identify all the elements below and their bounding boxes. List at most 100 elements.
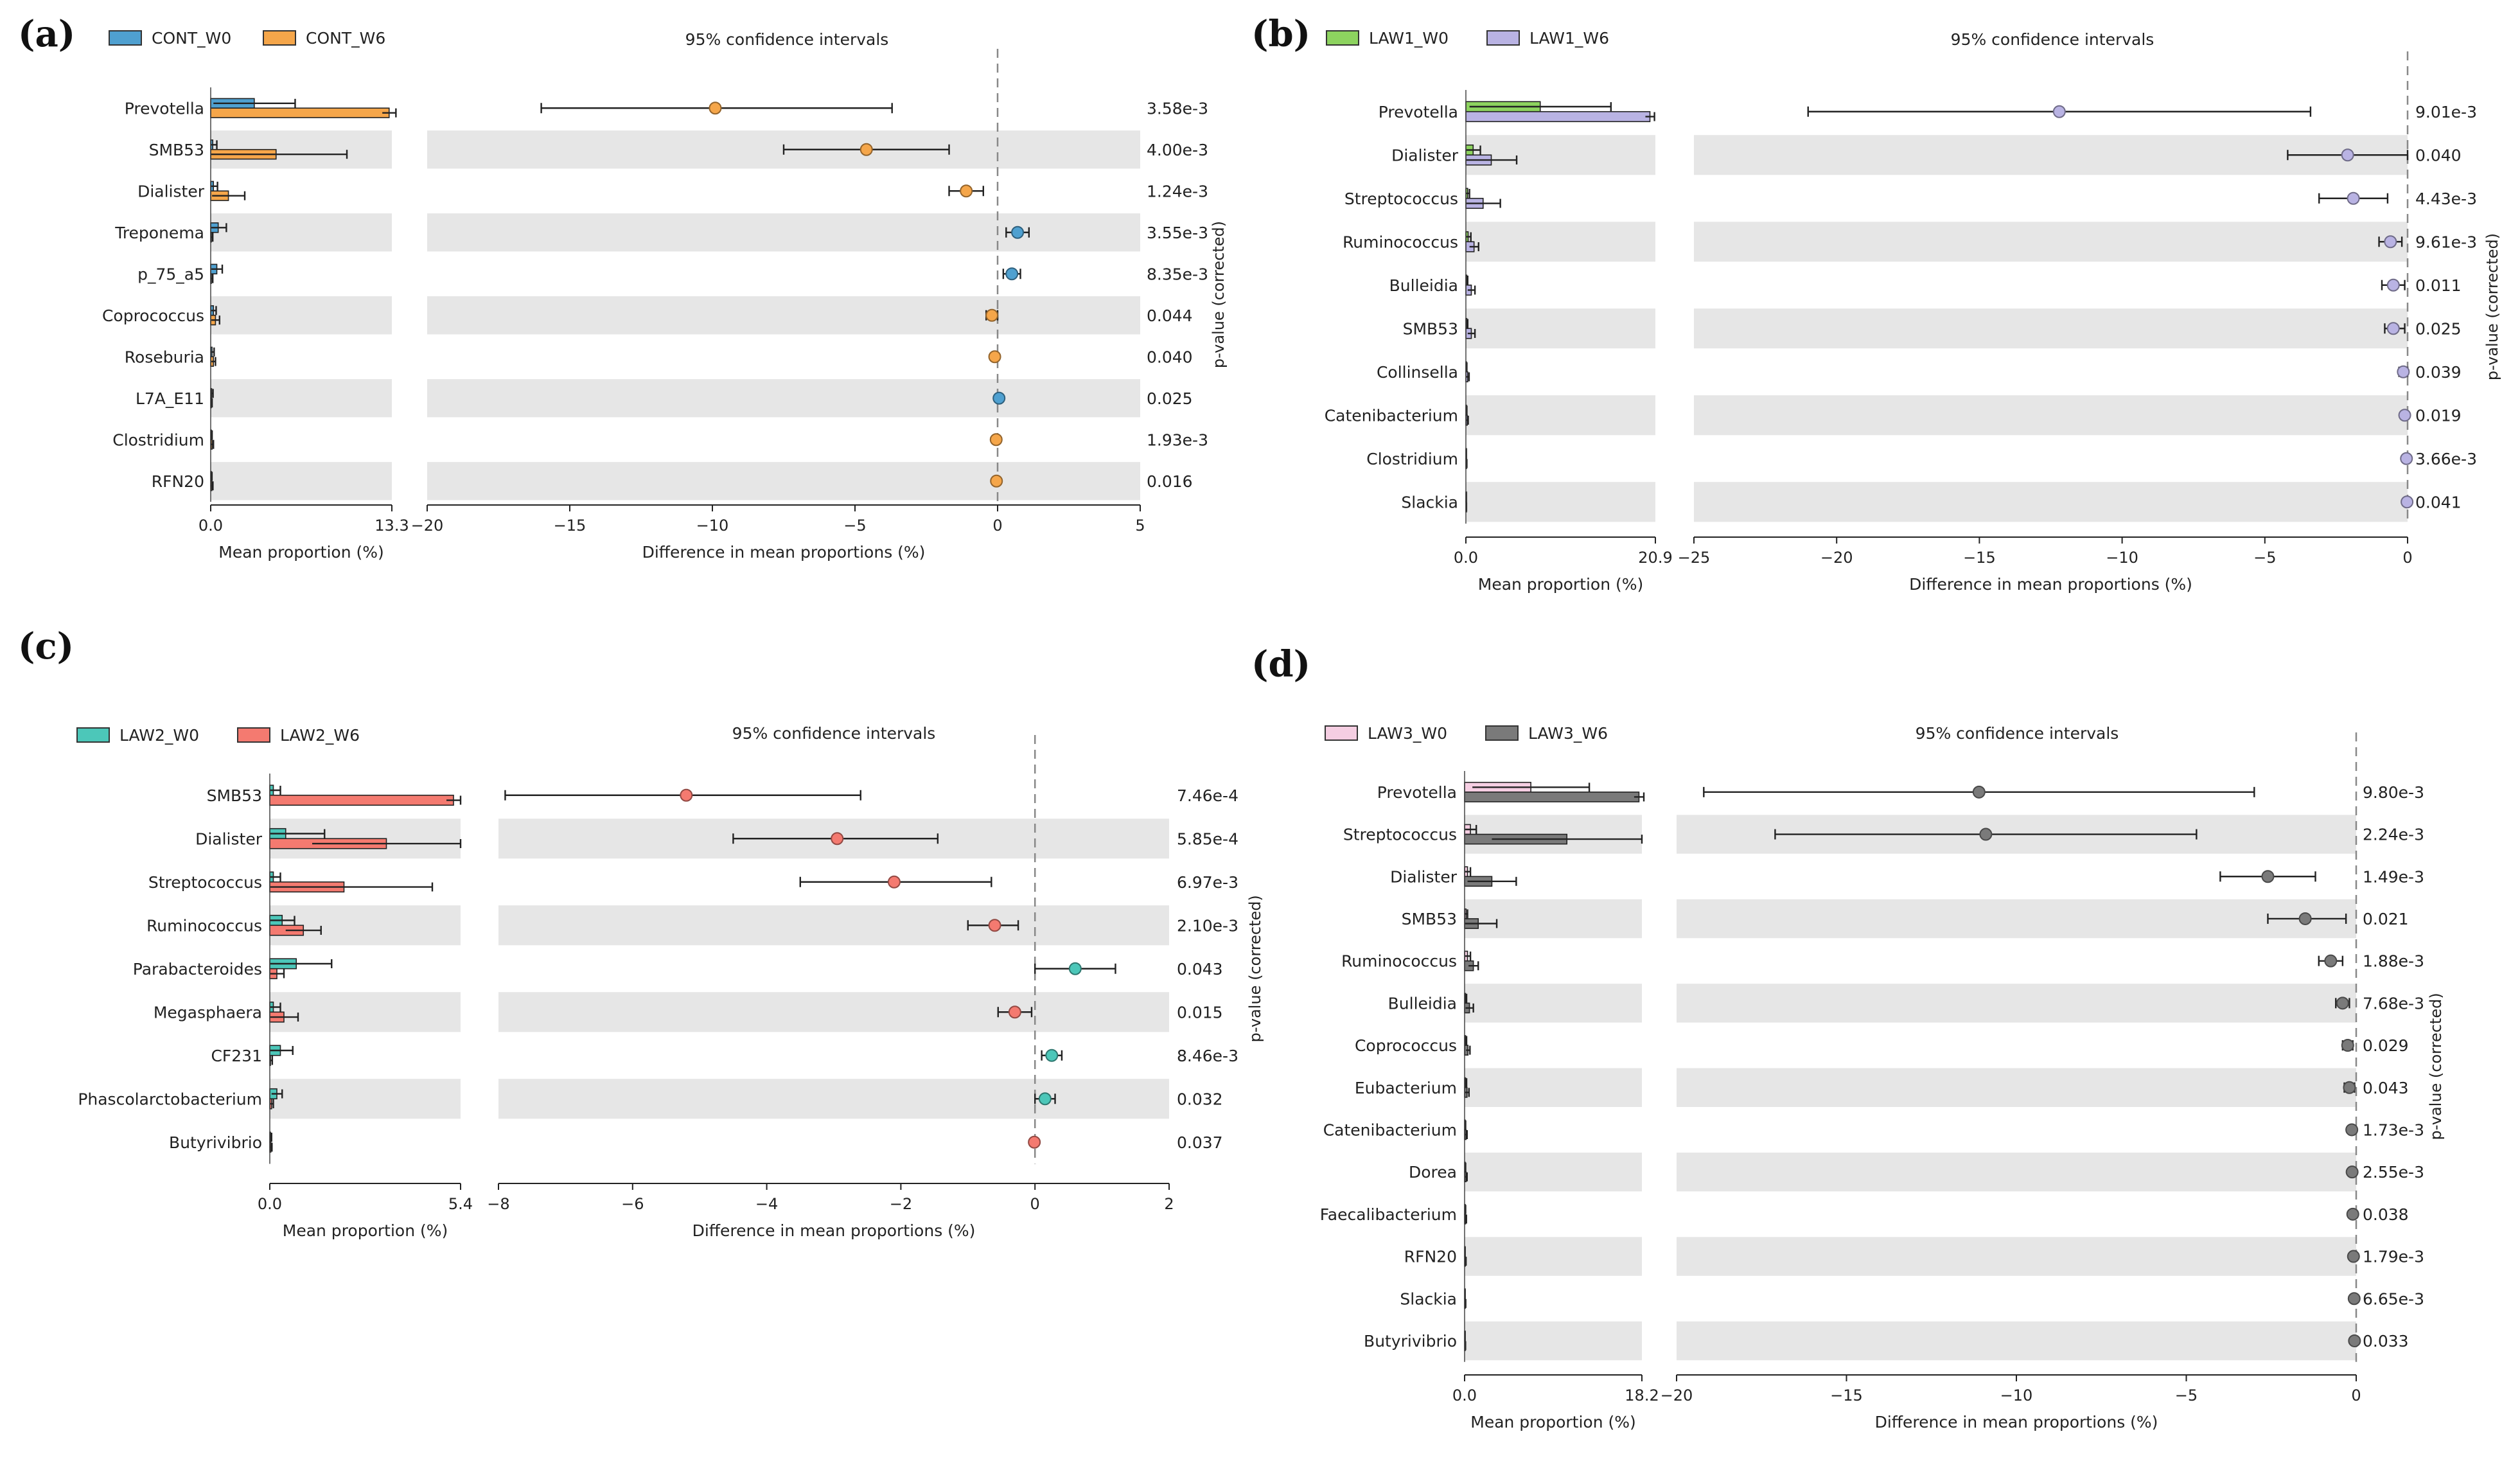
legend-swatch-CONT_W6 [263,30,296,46]
diff-point [859,143,873,156]
diff-point [709,102,722,115]
category-label: Faecalibacterium [1320,1205,1457,1224]
diff-point [680,788,693,802]
diff-tick-label: −5 [2253,549,2276,567]
category-label: SMB53 [1403,319,1458,338]
pvalue: 1.88e-3 [2363,952,2424,971]
row-band-left [1466,135,1655,175]
category-label: Slackia [1401,493,1458,511]
row-band-right [1694,482,2408,522]
pvalue: 0.015 [1177,1003,1223,1022]
pvalue: 2.10e-3 [1177,916,1238,935]
category-label: Dialister [137,182,205,200]
diff-tick-label: −20 [1661,1386,1693,1404]
category-label: p_75_a5 [137,265,204,283]
pvalue: 4.00e-3 [1147,141,1208,159]
diff-tick-label: −10 [696,517,729,535]
panel-letter: (b) [1251,13,1310,55]
mean-tick-label: 20.9 [1638,549,1672,567]
mean-axis-label: Mean proportion (%) [1470,1413,1636,1431]
pvalue: 0.011 [2415,276,2462,295]
category-label: RFN20 [1404,1248,1457,1266]
row-band-left [211,296,392,335]
diff-point [988,919,1001,932]
row-band-right [498,992,1169,1032]
diff-point [1005,267,1019,281]
diff-point [2336,996,2349,1010]
diff-tick-label: −20 [411,517,444,535]
diff-tick-label: −8 [487,1195,509,1213]
row-band-left [1466,395,1655,436]
diff-point [960,184,973,198]
pvalue: 1.79e-3 [2363,1248,2424,1266]
ci-title: 95% confidence intervals [685,30,889,49]
row-band-left [1465,1237,1642,1276]
mean-axis-label: Mean proportion (%) [283,1221,448,1240]
row-band-right [1677,984,2356,1023]
diff-tick-label: −15 [1830,1386,1863,1404]
pvalue: 3.55e-3 [1147,224,1208,242]
diff-axis-label: Difference in mean proportions (%) [642,543,926,562]
row-band-left [270,1079,461,1119]
pvalue: 6.65e-3 [2363,1289,2424,1308]
pvalue-axis-label: p-value (corrected) [1210,221,1228,368]
panel-letter: (a) [18,13,75,55]
category-label: Catenibacterium [1325,406,1458,425]
panel-letter: (d) [1251,643,1310,686]
diff-point [2347,1292,2361,1306]
category-label: Phascolarctobacterium [78,1090,262,1108]
pvalue: 3.66e-3 [2415,450,2477,468]
category-label: Streptococcus [148,873,262,892]
category-label: Clostridium [112,430,204,449]
diff-point [2347,191,2360,205]
diff-point [1038,1092,1052,1106]
diff-point [2386,322,2400,335]
category-label: Roseburia [125,348,204,366]
pvalue: 0.041 [2415,493,2462,511]
diff-point [1979,828,1993,841]
category-label: Streptococcus [1344,190,1458,208]
panel-a: (a) CONT_W0 CONT_W6 95% confidence interval… [18,13,1228,562]
category-label: CF231 [211,1047,262,1065]
pvalue: 0.043 [1177,960,1223,978]
mean-tick-label: 0.0 [198,517,223,535]
panel-b: (b) LAW1_W0 LAW1_W6 95% confidence interval… [1251,13,2501,594]
pvalue: 3.58e-3 [1147,99,1208,118]
diff-tick-label: −4 [755,1195,778,1213]
pvalue: 0.038 [2363,1205,2409,1224]
bar-CONT_W6 [210,107,390,118]
diff-point [2346,1207,2359,1221]
category-label: Collinsella [1377,363,1458,382]
pvalue: 7.68e-3 [2363,994,2424,1013]
pvalue: 0.040 [2415,146,2462,164]
pvalue: 2.55e-3 [2363,1163,2424,1182]
diff-tick-label: −10 [2106,549,2138,567]
legend-swatch-LAW2_W0 [76,727,110,743]
legend-swatch-LAW3_W0 [1325,725,1358,741]
legend-swatch-LAW2_W6 [237,727,270,743]
diff-point [2343,1081,2356,1094]
category-label: Ruminococcus [146,916,262,935]
diff-point [2398,409,2411,422]
diff-point [1972,785,1986,799]
row-band-right [1694,308,2408,349]
category-label: Prevotella [1377,783,1457,802]
legend-swatch-LAW1_W6 [1486,30,1520,46]
row-band-left [270,992,461,1032]
category-label: Dialister [195,829,263,848]
category-label: SMB53 [1402,910,1457,928]
pvalue-axis-label: p-value (corrected) [1246,895,1264,1042]
pvalue: 0.044 [1147,306,1193,325]
diff-point [1008,1005,1021,1019]
row-band-left [1465,1321,1642,1361]
row-band-right [1677,1152,2356,1192]
bar-LAW2_W6 [269,794,454,806]
category-label: Prevotella [1379,103,1458,121]
pvalue: 0.043 [2363,1079,2409,1097]
category-label: Ruminococcus [1343,233,1458,251]
diff-point [985,308,999,322]
row-band-left [1465,1152,1642,1192]
diff-point [2298,912,2312,925]
category-label: Bulleidia [1388,994,1457,1013]
diff-tick-label: −5 [2175,1386,2198,1404]
